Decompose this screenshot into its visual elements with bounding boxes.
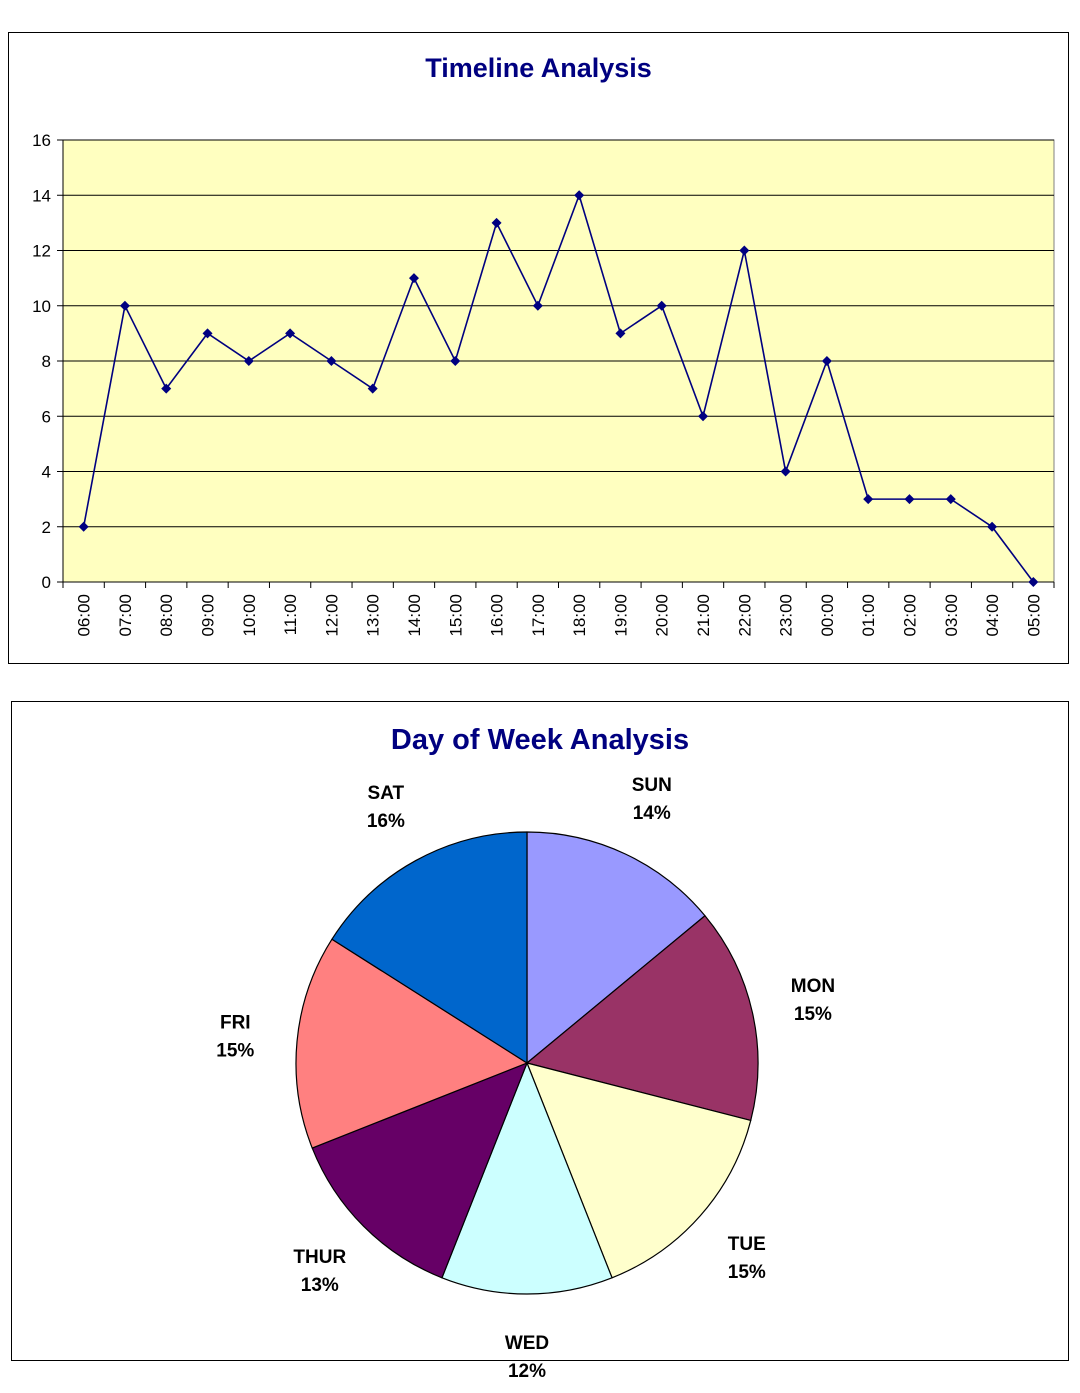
pie-slice-tue	[526, 1062, 752, 1279]
y-tick-label: 0	[42, 573, 51, 592]
x-tick-label: 15:00	[446, 594, 465, 637]
data-point-16:00	[491, 217, 502, 228]
pie-percent-sat: 16%	[367, 811, 405, 832]
x-tick-label: 22:00	[735, 594, 754, 637]
pie-slice-wed	[441, 1062, 613, 1295]
pie-label-tue: TUE	[728, 1234, 766, 1255]
x-tick-label: 11:00	[281, 594, 300, 635]
data-point-21:00	[698, 411, 709, 422]
x-tick-label: 02:00	[900, 594, 919, 637]
data-point-20:00	[656, 300, 667, 311]
pie-slice-thur	[311, 1062, 528, 1279]
x-tick-label: 03:00	[942, 594, 961, 637]
timeline-chart-svg: 0 2 4 6 8 10 12 14 16 06:00 07:00 08:00 09:00 10:00 11…	[32, 131, 1055, 637]
day-of-week-chart-panel: Day of Week Analysis SUN 14% MON 15% TUE 15% W…	[11, 701, 1069, 1382]
data-point-01:00	[863, 494, 874, 505]
pie-percent-sun: 14%	[633, 803, 671, 824]
x-tick-label: 07:00	[116, 594, 135, 637]
x-tick-label: 01:00	[859, 594, 878, 637]
data-point-22:00	[739, 245, 750, 256]
pie-percent-mon: 15%	[794, 1004, 832, 1025]
pie-percent-tue: 15%	[728, 1262, 766, 1283]
y-tick-label: 10	[32, 297, 51, 316]
timeline-chart-panel: Timeline Analysis 0 2 4 6 8 10 12 14 16 06:00 07:0…	[8, 32, 1069, 664]
x-tick-label: 14:00	[405, 594, 424, 637]
data-point-14:00	[408, 273, 419, 284]
x-tick-label: 00:00	[818, 594, 837, 637]
x-tick-label: 21:00	[694, 594, 713, 637]
x-tick-label: 20:00	[653, 594, 672, 637]
x-tick-label: 06:00	[75, 594, 94, 637]
data-point-13:00	[367, 383, 378, 394]
y-tick-label: 16	[32, 131, 51, 150]
x-tick-label: 23:00	[777, 594, 796, 637]
data-point-00:00	[821, 356, 832, 366]
y-tick-label: 6	[42, 407, 51, 426]
pie-slice-sat	[331, 831, 528, 1064]
pie-percent-thur: 13%	[301, 1275, 339, 1296]
pie-percent-wed: 12%	[508, 1361, 546, 1382]
pie-label-thur: THUR	[293, 1247, 346, 1268]
x-tick-label: 09:00	[199, 594, 218, 637]
pie-label-mon: MON	[791, 976, 835, 997]
data-point-06:00	[78, 521, 89, 532]
pie-label-sat: SAT	[368, 783, 405, 804]
y-tick-label: 8	[42, 352, 51, 371]
pie-slice-fri	[295, 938, 528, 1149]
x-tick-label: 19:00	[611, 594, 630, 637]
data-point-08:00	[161, 383, 172, 394]
data-point-04:00	[987, 521, 998, 532]
data-point-19:00	[615, 328, 626, 339]
x-tick-label: 05:00	[1024, 594, 1043, 637]
pie-percent-fri: 15%	[216, 1040, 254, 1061]
data-point-05:00	[1028, 577, 1039, 587]
x-tick-label: 18:00	[570, 594, 589, 637]
pie-label-fri: FRI	[220, 1012, 251, 1033]
data-point-12:00	[326, 356, 337, 366]
pie-slice-sun	[526, 831, 706, 1064]
day-of-week-chart-svg: SUN 14% MON 15% TUE 15% WED 12% THUR 13% FRI 15% SAT…	[216, 775, 835, 1382]
pie-slice-mon	[526, 915, 759, 1122]
x-tick-label: 04:00	[983, 594, 1002, 637]
y-tick-label: 14	[32, 186, 51, 205]
x-tick-label: 13:00	[364, 594, 383, 637]
data-point-09:00	[202, 328, 213, 339]
data-point-10:00	[243, 356, 254, 366]
series-line	[82, 192, 1034, 583]
pie-label-sun: SUN	[632, 775, 672, 796]
x-tick-label: 17:00	[529, 594, 548, 637]
data-point-11:00	[285, 328, 296, 339]
data-point-23:00	[780, 466, 791, 477]
x-tick-label: 08:00	[157, 594, 176, 637]
y-tick-label: 2	[42, 518, 51, 537]
x-tick-label: 16:00	[488, 594, 507, 637]
x-tick-label: 10:00	[240, 594, 259, 637]
y-tick-label: 4	[42, 463, 51, 482]
x-tick-label: 12:00	[322, 594, 341, 637]
y-tick-label: 12	[32, 242, 51, 261]
pie-label-wed: WED	[505, 1333, 549, 1354]
data-point-07:00	[119, 300, 130, 311]
data-point-17:00	[532, 300, 543, 311]
data-point-18:00	[574, 190, 585, 201]
timeline-chart-title: Timeline Analysis	[425, 53, 652, 83]
data-point-15:00	[450, 356, 461, 366]
day-of-week-chart-title: Day of Week Analysis	[390, 724, 690, 756]
data-point-02:00	[904, 494, 915, 505]
data-point-03:00	[945, 494, 956, 505]
